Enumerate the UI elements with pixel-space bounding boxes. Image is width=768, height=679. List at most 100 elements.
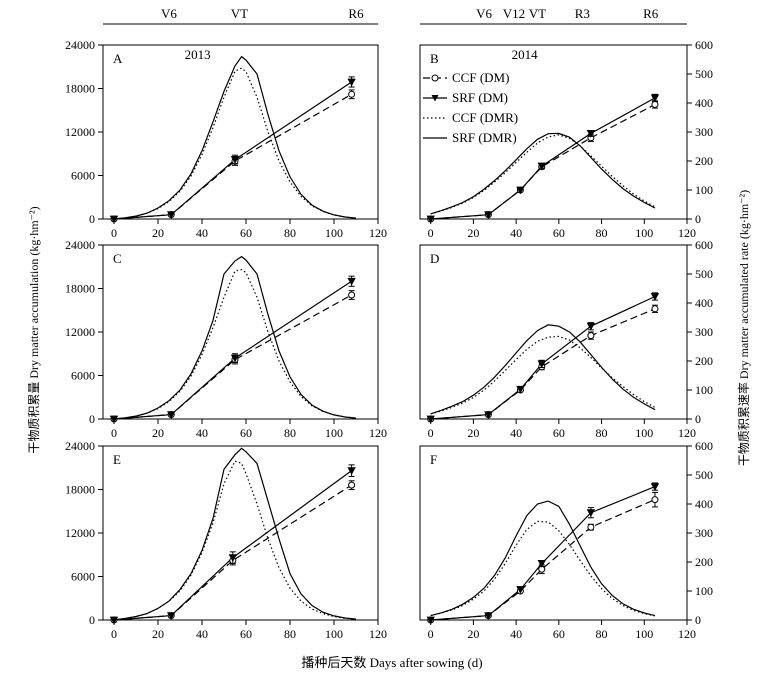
x-tick-label: 0: [111, 226, 117, 240]
y2-tick-label: 600: [695, 439, 713, 453]
y2-tick-label: 200: [695, 354, 713, 368]
point-srf-dm: [109, 215, 119, 224]
y2-tick-label: 300: [695, 125, 713, 139]
y2-tick-label: 0: [695, 412, 701, 426]
stage-label: VT: [529, 6, 546, 21]
panel-letter: F: [430, 452, 437, 467]
x-tick-label: 20: [467, 426, 479, 440]
panel-letter: A: [113, 51, 123, 66]
stage-label: R3: [575, 6, 590, 21]
plot-area: [113, 447, 357, 620]
point-srf-dm: [537, 360, 546, 369]
x-tick-label: 20: [467, 627, 479, 641]
y2-tick-label: 600: [695, 238, 713, 252]
point-srf-dm: [230, 354, 240, 363]
point-ccf-dm: [348, 291, 356, 299]
series-line-srfdm: [430, 97, 656, 219]
panel-letter: C: [113, 251, 122, 266]
y2-tick-label: 300: [695, 526, 713, 540]
legend-marker-circle: [431, 74, 439, 82]
legend-marker-triangle: [431, 95, 439, 102]
plot-area: [113, 55, 357, 219]
stage-label: V6: [476, 6, 492, 21]
series-line-srfdm: [430, 486, 656, 620]
x-tick-label: 60: [240, 426, 252, 440]
legend-label: SRF (DM): [452, 90, 508, 105]
y2-tick-label: 400: [695, 296, 713, 310]
y-tick-label: 12000: [65, 125, 95, 139]
point-srf-dm: [347, 277, 356, 286]
y-tick-label: 0: [89, 412, 95, 426]
x-tick-label: 40: [510, 627, 522, 641]
point-srf-dm: [167, 211, 176, 219]
point-srf-dm: [228, 554, 237, 562]
series-line-srfdm: [113, 470, 352, 620]
plot-area: [113, 255, 357, 419]
point-ccf-dm: [348, 481, 356, 489]
x-tick-label: 80: [284, 226, 296, 240]
panel-a: 0 20 40 60 80 100 120 0 6000 12000 18000 24000 A 2013: [65, 38, 387, 240]
y-tick-label: 18000: [65, 483, 95, 497]
x-tick-label: 100: [635, 627, 653, 641]
y2-tick-label: 500: [695, 267, 713, 281]
series-line-ccfdmr: [113, 67, 357, 219]
point-srf-dm: [484, 211, 493, 219]
stage-label: V12: [503, 6, 525, 21]
stage-label: R6: [643, 6, 659, 21]
x-tick-label: 40: [196, 627, 208, 641]
x-tick-label: 40: [196, 426, 208, 440]
point-srf-dm: [516, 186, 525, 195]
plot-frame: [102, 44, 379, 220]
point-srf-dm: [167, 411, 176, 419]
y-tick-label: 6000: [71, 169, 95, 183]
point-srf-dm: [426, 415, 435, 424]
point-srf-dm: [650, 94, 660, 103]
year-label: 2014: [512, 47, 539, 62]
plot-area: [430, 97, 656, 219]
y2-tick-label: 100: [695, 383, 713, 397]
y-tick-label: 24000: [65, 439, 95, 453]
x-axis-title: 播种后天数 Days after sowing (d): [301, 655, 482, 670]
series-line-srfdm: [113, 81, 352, 219]
point-ccf-dm: [587, 332, 595, 340]
y-tick-label: 18000: [65, 82, 95, 96]
y2-tick-label: 400: [695, 96, 713, 110]
x-tick-label: 0: [111, 627, 117, 641]
series-line-srfdmr: [113, 447, 357, 620]
x-tick-label: 20: [467, 226, 479, 240]
legend-label: CCF (DMR): [452, 110, 518, 125]
y2-tick-label: 400: [695, 497, 713, 511]
series-line-srfdm: [113, 280, 352, 419]
y-tick-label: 18000: [65, 282, 95, 296]
right-axis-title: 干物质积累速率 Dry matter accumulated rate (kg·…: [736, 190, 751, 466]
y-tick-label: 12000: [65, 526, 95, 540]
stage-label: V6: [161, 6, 177, 21]
point-srf-dm: [537, 162, 546, 171]
panel-c: 0 20 40 60 80 100 120 0 6000 12000 18000 24000 C: [65, 238, 387, 440]
series-line-srfdmr: [430, 324, 656, 415]
y2-tick-label: 200: [695, 154, 713, 168]
x-tick-label: 60: [553, 627, 565, 641]
x-tick-label: 100: [325, 627, 343, 641]
plot-frame: [419, 445, 688, 621]
point-srf-dm: [109, 616, 119, 625]
series-line-srfdmr: [113, 255, 357, 419]
x-tick-label: 40: [510, 426, 522, 440]
panel-letter: E: [113, 452, 121, 467]
point-ccf-dm: [587, 523, 595, 531]
y2-tick-label: 0: [695, 212, 701, 226]
series-line-ccfdmr: [430, 335, 656, 415]
point-srf-dm: [109, 415, 119, 424]
x-tick-label: 60: [240, 627, 252, 641]
x-tick-label: 120: [369, 226, 387, 240]
x-tick-label: 120: [678, 226, 696, 240]
stage-label: R6: [348, 6, 364, 21]
y2-tick-label: 500: [695, 468, 713, 482]
point-srf-dm: [347, 467, 356, 475]
x-tick-label: 80: [596, 627, 608, 641]
x-tick-label: 60: [553, 426, 565, 440]
x-tick-label: 0: [428, 627, 434, 641]
panel-e: 0 20 40 60 80 100 120 0 6000 12000 18000 24000 E: [65, 439, 387, 641]
y-tick-label: 0: [89, 613, 95, 627]
